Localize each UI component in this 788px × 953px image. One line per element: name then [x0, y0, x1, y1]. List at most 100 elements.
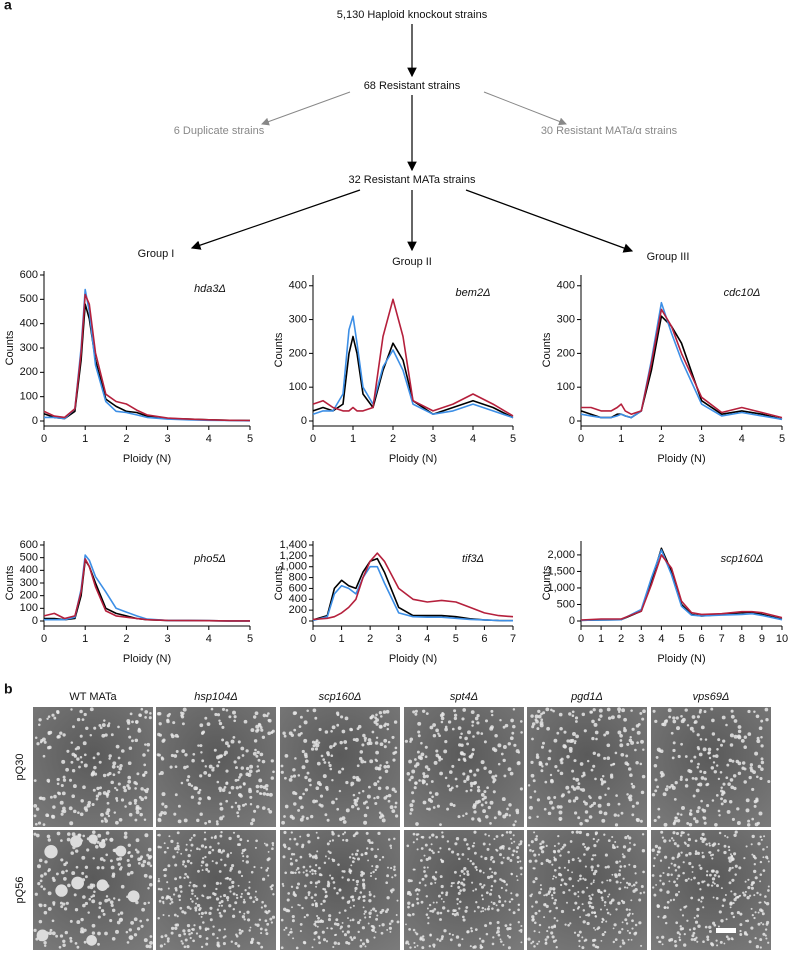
colony — [547, 892, 551, 895]
colony — [110, 865, 115, 870]
colony — [108, 757, 111, 760]
colony — [720, 919, 724, 923]
colony — [473, 830, 477, 834]
colony — [126, 858, 130, 863]
colony — [512, 834, 515, 837]
colony — [324, 894, 328, 898]
colony — [578, 930, 582, 934]
colony — [518, 843, 521, 846]
colony — [665, 719, 668, 723]
colony — [257, 769, 261, 772]
colony — [83, 753, 87, 757]
colony — [241, 754, 245, 757]
colony — [118, 817, 123, 822]
colony — [612, 845, 616, 849]
colony — [607, 839, 611, 843]
colony — [407, 901, 411, 905]
colony — [500, 861, 504, 865]
colony — [289, 930, 293, 934]
colony — [540, 888, 543, 891]
colony — [231, 864, 235, 868]
colony — [291, 915, 295, 919]
colony — [499, 853, 502, 857]
colony — [699, 737, 703, 741]
colony — [170, 753, 174, 758]
colony — [297, 903, 300, 906]
colony — [454, 842, 458, 846]
x-tick-label: 4 — [739, 433, 745, 445]
colony — [571, 885, 575, 888]
colony — [609, 913, 612, 916]
colony — [166, 718, 170, 722]
colony — [234, 941, 238, 946]
colony — [93, 765, 97, 770]
colony — [594, 831, 599, 835]
colony — [334, 934, 337, 937]
colony — [490, 855, 494, 860]
colony — [598, 810, 603, 815]
colony — [452, 909, 456, 913]
colony — [391, 735, 395, 739]
colony — [203, 837, 207, 841]
colony — [586, 913, 591, 917]
colony — [414, 781, 418, 785]
colony — [480, 894, 484, 897]
colony — [553, 856, 556, 859]
colony — [186, 905, 190, 909]
y-tick-label: 1,500 — [547, 565, 575, 577]
colony — [330, 876, 334, 880]
colony — [672, 898, 676, 901]
colony — [720, 802, 724, 806]
colony — [713, 770, 718, 774]
colony — [629, 841, 631, 844]
colony — [670, 837, 674, 840]
colony — [283, 734, 287, 738]
colony — [39, 740, 43, 744]
colony — [727, 856, 732, 860]
colony — [306, 833, 310, 837]
colony — [668, 715, 672, 719]
colony — [462, 814, 465, 818]
colony — [366, 847, 369, 850]
colony — [753, 799, 758, 804]
colony — [561, 845, 565, 849]
colony — [450, 786, 454, 790]
y-tick-label: 200 — [289, 604, 307, 616]
colony — [316, 914, 319, 918]
colony — [169, 765, 173, 769]
colony — [765, 937, 768, 940]
colony — [378, 858, 382, 861]
y-tick-label: 300 — [289, 313, 307, 325]
colony — [635, 760, 639, 765]
colony — [83, 712, 87, 717]
colony — [205, 942, 209, 946]
colony — [272, 770, 275, 774]
colony — [99, 786, 103, 790]
colony — [376, 914, 379, 917]
colony — [661, 722, 665, 727]
colony — [237, 944, 241, 948]
colony — [539, 884, 542, 887]
colony — [244, 889, 247, 892]
colony — [63, 862, 67, 867]
colony — [383, 764, 388, 769]
colony — [750, 907, 753, 910]
colony — [180, 852, 183, 855]
colony — [631, 727, 635, 731]
colony — [104, 733, 108, 737]
colony — [56, 735, 60, 739]
colony — [366, 806, 370, 810]
colony — [379, 764, 382, 767]
colony — [673, 939, 677, 943]
colony — [199, 812, 203, 816]
colony — [731, 866, 734, 869]
colony — [130, 870, 134, 875]
colony — [498, 894, 500, 897]
colony — [83, 928, 87, 932]
colony — [536, 815, 539, 819]
colony — [356, 797, 360, 800]
colony — [83, 940, 87, 944]
colony — [204, 927, 208, 931]
colony — [299, 835, 302, 838]
colony — [73, 753, 77, 757]
